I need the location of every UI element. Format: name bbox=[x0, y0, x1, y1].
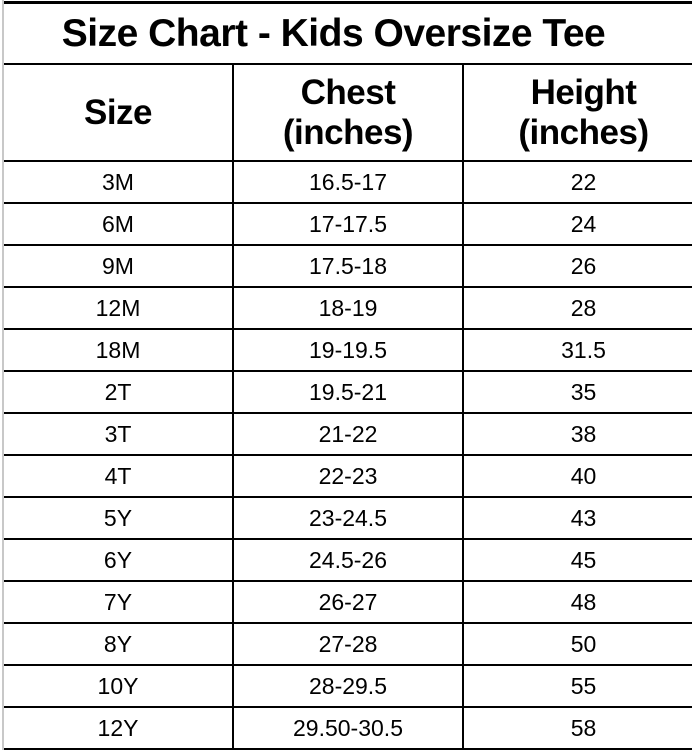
header-row: Size Chest (inches) Height (inches) bbox=[4, 63, 692, 162]
cell-size: 5Y bbox=[4, 496, 234, 540]
header-height-unit: (inches) bbox=[518, 112, 649, 152]
cell-chest: 19.5-21 bbox=[232, 370, 464, 414]
cell-size: 10Y bbox=[4, 664, 234, 708]
cell-size: 6M bbox=[4, 202, 234, 246]
cell-height: 50 bbox=[461, 622, 692, 666]
cell-height: 48 bbox=[461, 580, 692, 624]
cell-size: 8Y bbox=[4, 622, 234, 666]
cell-size: 12Y bbox=[4, 706, 234, 750]
cell-size: 12M bbox=[4, 286, 234, 330]
table-row: 2T 19.5-21 35 bbox=[4, 370, 692, 414]
header-height-label: Height bbox=[530, 72, 637, 112]
cell-chest: 16.5-17 bbox=[232, 160, 464, 204]
cell-height: 24 bbox=[461, 202, 692, 246]
cell-height: 58 bbox=[461, 706, 692, 750]
table-row: 8Y 27-28 50 bbox=[4, 622, 692, 666]
cell-chest: 28-29.5 bbox=[232, 664, 464, 708]
table-row: 3M 16.5-17 22 bbox=[4, 160, 692, 204]
table-row: 3T 21-22 38 bbox=[4, 412, 692, 456]
cell-height: 26 bbox=[461, 244, 692, 288]
table-row: 5Y 23-24.5 43 bbox=[4, 496, 692, 540]
cell-chest: 24.5-26 bbox=[232, 538, 464, 582]
table-row: 10Y 28-29.5 55 bbox=[4, 664, 692, 708]
table-row: 6Y 24.5-26 45 bbox=[4, 538, 692, 582]
header-chest-unit: (inches) bbox=[282, 112, 414, 152]
cell-height: 45 bbox=[461, 538, 692, 582]
cell-chest: 29.50-30.5 bbox=[232, 706, 464, 750]
cell-size: 3M bbox=[4, 160, 234, 204]
cell-height: 40 bbox=[461, 454, 692, 498]
cell-size: 6Y bbox=[4, 538, 234, 582]
cell-size: 4T bbox=[4, 454, 234, 498]
size-chart-table: Size Chart - Kids Oversize Tee Size Ches… bbox=[4, 1, 692, 750]
header-chest: Chest (inches) bbox=[232, 63, 464, 162]
cell-size: 7Y bbox=[4, 580, 234, 624]
cell-chest: 17-17.5 bbox=[232, 202, 464, 246]
chart-title-text: Size Chart - Kids Oversize Tee bbox=[61, 11, 606, 55]
table-row: 12M 18-19 28 bbox=[4, 286, 692, 330]
cell-chest: 22-23 bbox=[232, 454, 464, 498]
cell-height: 28 bbox=[461, 286, 692, 330]
cell-size: 9M bbox=[4, 244, 234, 288]
cell-height: 43 bbox=[461, 496, 692, 540]
cell-height: 22 bbox=[461, 160, 692, 204]
cell-chest: 17.5-18 bbox=[232, 244, 464, 288]
cell-chest: 23-24.5 bbox=[232, 496, 464, 540]
cell-size: 18M bbox=[4, 328, 234, 372]
table-row: 9M 17.5-18 26 bbox=[4, 244, 692, 288]
table-row: 7Y 26-27 48 bbox=[4, 580, 692, 624]
cell-height: 38 bbox=[461, 412, 692, 456]
cell-chest: 18-19 bbox=[232, 286, 464, 330]
header-size: Size bbox=[4, 63, 234, 162]
header-chest-label: Chest bbox=[300, 72, 396, 112]
cell-chest: 19-19.5 bbox=[232, 328, 464, 372]
table-row: 12Y 29.50-30.5 58 bbox=[4, 706, 692, 750]
cell-chest: 27-28 bbox=[232, 622, 464, 666]
cell-height: 31.5 bbox=[461, 328, 692, 372]
table-row: 4T 22-23 40 bbox=[4, 454, 692, 498]
cell-chest: 21-22 bbox=[232, 412, 464, 456]
left-edge-line bbox=[2, 0, 4, 750]
table-row: 18M 19-19.5 31.5 bbox=[4, 328, 692, 372]
cell-height: 35 bbox=[461, 370, 692, 414]
header-height: Height (inches) bbox=[461, 63, 692, 162]
chart-title: Size Chart - Kids Oversize Tee bbox=[4, 1, 692, 65]
header-size-label: Size bbox=[83, 92, 153, 132]
cell-chest: 26-27 bbox=[232, 580, 464, 624]
table-row: 6M 17-17.5 24 bbox=[4, 202, 692, 246]
cell-size: 3T bbox=[4, 412, 234, 456]
cell-size: 2T bbox=[4, 370, 234, 414]
cell-height: 55 bbox=[461, 664, 692, 708]
